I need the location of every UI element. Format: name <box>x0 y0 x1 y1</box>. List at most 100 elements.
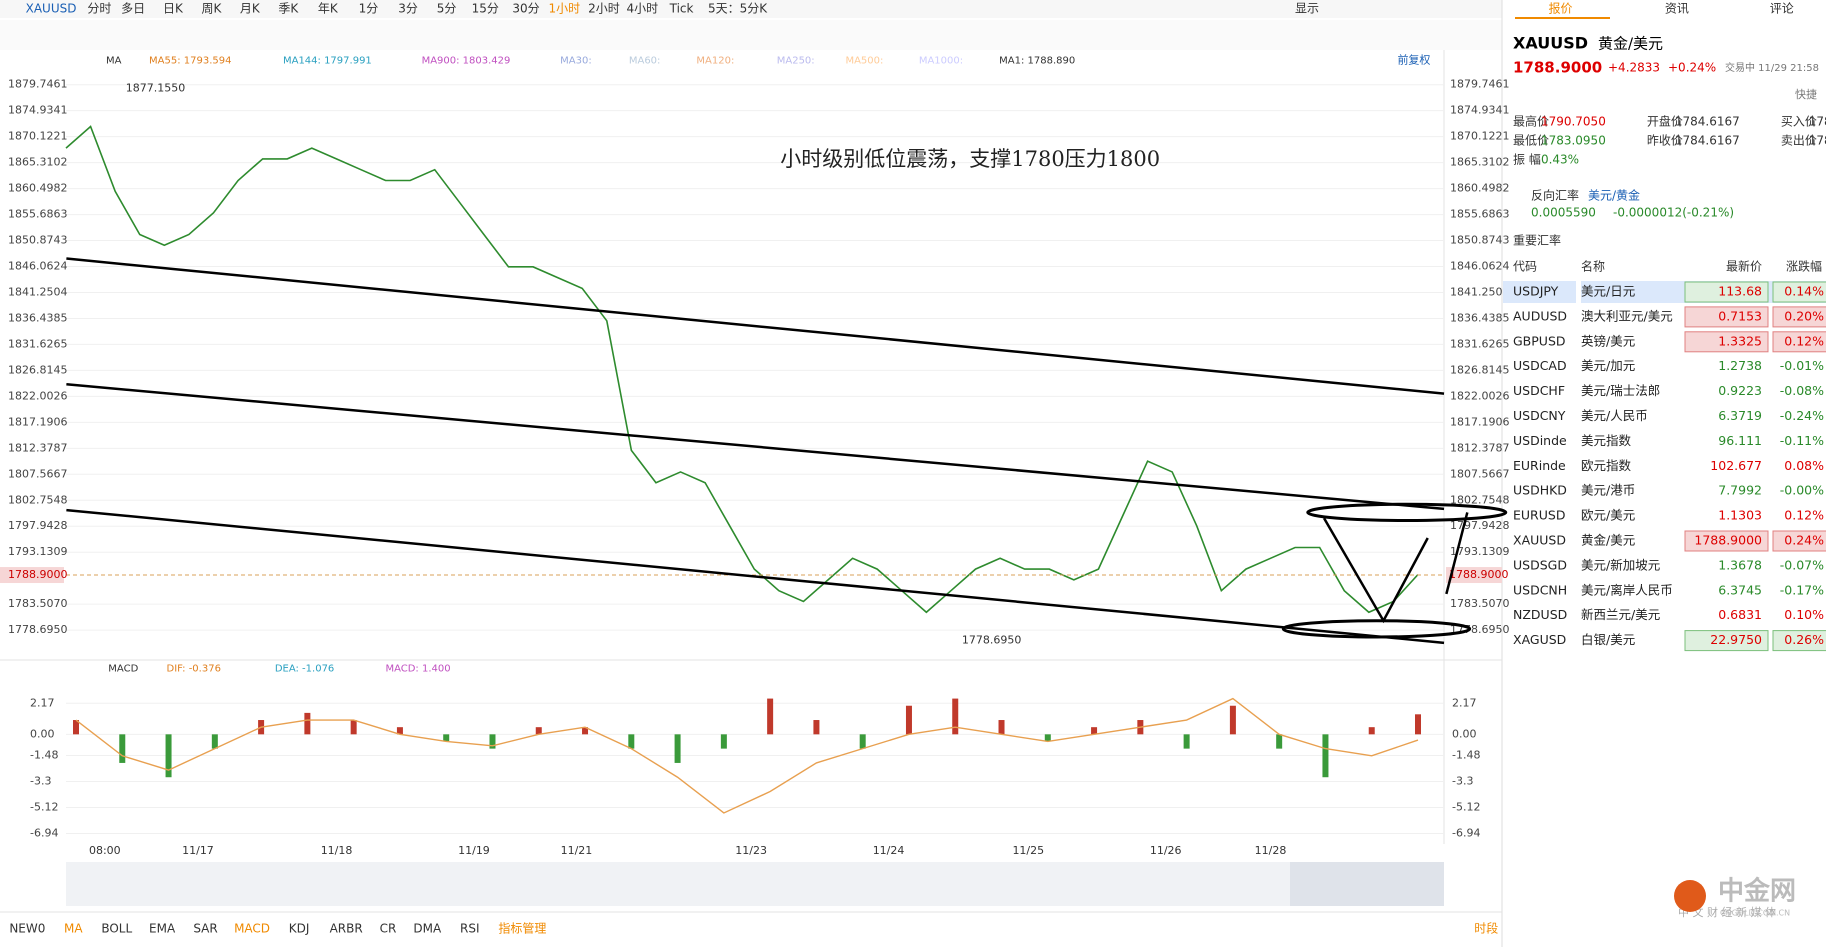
rates-cell[interactable]: 美元/新加坡元 <box>1581 557 1660 572</box>
rates-cell[interactable]: 0.14% <box>1784 284 1824 299</box>
timeframe-tab[interactable]: 日K <box>163 2 184 16</box>
timeframe-tab[interactable]: XAUUSD <box>26 2 77 16</box>
adjust-button[interactable]: 前复权 <box>1397 53 1430 67</box>
rates-cell[interactable]: 0.20% <box>1784 308 1824 323</box>
timeframe-tab[interactable]: Tick <box>669 2 694 16</box>
rates-cell[interactable]: 102.677 <box>1710 458 1762 473</box>
timeframe-tab[interactable]: 5分 <box>437 2 457 16</box>
indicator-tab[interactable]: SAR <box>193 922 217 936</box>
indicator-tab[interactable]: EMA <box>149 922 176 936</box>
rates-cell[interactable]: EURinde <box>1513 458 1566 473</box>
rates-cell[interactable]: 1.1303 <box>1718 508 1762 523</box>
rates-cell[interactable]: 美元/离岸人民币 <box>1581 582 1673 597</box>
rates-cell[interactable]: 美元/瑞士法郎 <box>1581 383 1660 398</box>
timeframe-tab[interactable]: 月K <box>240 2 261 16</box>
timeframe-tab[interactable]: 3分 <box>398 2 418 16</box>
indicator-tab[interactable]: 指标管理 <box>498 921 546 936</box>
display-button[interactable]: 显示 <box>1295 2 1319 16</box>
rates-cell[interactable]: USDinde <box>1513 433 1567 448</box>
indicator-tab[interactable]: MA <box>64 922 83 936</box>
timeframe-tab[interactable]: 季K <box>278 2 299 16</box>
toolbar-bg <box>0 0 1502 18</box>
timeframe-tab[interactable]: 1分 <box>359 2 379 16</box>
rates-cell[interactable]: 22.9750 <box>1710 632 1762 647</box>
timeframe-tab[interactable]: 分时 <box>87 2 111 16</box>
indicator-tab[interactable]: NEW0 <box>9 922 45 936</box>
rates-cell[interactable]: 美元/加元 <box>1581 358 1635 373</box>
indicator-tab[interactable]: KDJ <box>289 922 310 936</box>
rates-cell[interactable]: 美元/人民币 <box>1581 408 1648 423</box>
rates-cell[interactable]: 1788.9000 <box>1694 533 1762 548</box>
panel-tab[interactable]: 评论 <box>1770 2 1794 16</box>
rates-cell[interactable]: -0.17% <box>1780 582 1824 597</box>
rates-cell[interactable]: -0.00% <box>1780 483 1824 498</box>
rates-cell[interactable]: 0.24% <box>1784 533 1824 548</box>
rates-cell[interactable]: USDSGD <box>1513 557 1567 572</box>
timeframe-tab[interactable]: 5天：5分K <box>708 2 768 16</box>
indicator-tab[interactable]: DMA <box>413 922 442 936</box>
rates-cell[interactable]: 澳大利亚元/美元 <box>1581 308 1673 323</box>
timeframe-tab[interactable]: 30分 <box>512 2 539 16</box>
rates-cell[interactable]: USDCNY <box>1513 408 1566 423</box>
rates-cell[interactable]: 0.12% <box>1784 333 1824 348</box>
rates-cell[interactable]: XAGUSD <box>1513 632 1566 647</box>
session-button[interactable]: 时段 <box>1474 921 1498 936</box>
rates-cell[interactable]: 0.10% <box>1784 607 1824 622</box>
indicator-tab[interactable]: CR <box>380 922 397 936</box>
scrollbar[interactable] <box>66 862 1444 906</box>
scroll-thumb[interactable] <box>1290 862 1444 906</box>
rates-cell[interactable]: USDCAD <box>1513 358 1567 373</box>
rates-cell[interactable]: EURUSD <box>1513 508 1565 523</box>
rates-cell[interactable]: 新西兰元/美元 <box>1581 607 1660 622</box>
rates-cell[interactable]: -0.08% <box>1780 383 1824 398</box>
indicator-tab[interactable]: BOLL <box>101 922 132 936</box>
rates-cell[interactable]: 7.7992 <box>1718 483 1762 498</box>
rates-cell[interactable]: 美元/港币 <box>1581 483 1635 498</box>
rates-cell[interactable]: NZDUSD <box>1513 607 1567 622</box>
panel-tab[interactable]: 报价 <box>1548 1 1572 16</box>
indicator-tab[interactable]: MACD <box>234 922 270 936</box>
rates-cell[interactable]: -0.01% <box>1780 358 1824 373</box>
rates-cell[interactable]: 0.08% <box>1784 458 1824 473</box>
quick-button[interactable]: 快捷 <box>1795 87 1817 101</box>
rates-cell[interactable]: -0.11% <box>1780 433 1824 448</box>
rates-cell[interactable]: 0.12% <box>1784 508 1824 523</box>
rates-cell[interactable]: 英镑/美元 <box>1581 333 1635 348</box>
timeframe-tab[interactable]: 周K <box>201 2 222 16</box>
rates-cell[interactable]: 0.6831 <box>1718 607 1762 622</box>
rates-cell[interactable]: 欧元/美元 <box>1581 508 1635 523</box>
timeframe-tab[interactable]: 2小时 <box>588 2 620 16</box>
timeframe-tab[interactable]: 1小时 <box>548 2 580 16</box>
rates-cell[interactable]: 6.3745 <box>1718 582 1762 597</box>
rates-cell[interactable]: -0.07% <box>1780 557 1824 572</box>
rates-cell[interactable]: USDCHF <box>1513 383 1565 398</box>
panel-tab[interactable]: 资讯 <box>1665 2 1689 16</box>
rates-cell[interactable]: 6.3719 <box>1718 408 1762 423</box>
rates-cell[interactable]: 1.3678 <box>1718 557 1762 572</box>
rates-cell[interactable]: USDHKD <box>1513 483 1567 498</box>
rates-cell[interactable]: AUDUSD <box>1513 308 1567 323</box>
rates-cell[interactable]: 白银/美元 <box>1581 632 1635 647</box>
rates-cell[interactable]: XAUUSD <box>1513 533 1566 548</box>
indicator-tab[interactable]: ARBR <box>330 922 363 936</box>
timeframe-tab[interactable]: 多日 <box>121 2 145 16</box>
timeframe-tab[interactable]: 15分 <box>472 2 499 16</box>
rates-cell[interactable]: 113.68 <box>1718 284 1762 299</box>
timeframe-tab[interactable]: 年K <box>318 2 339 16</box>
rates-cell[interactable]: 0.7153 <box>1718 308 1762 323</box>
rates-cell[interactable]: 0.26% <box>1784 632 1824 647</box>
rates-cell[interactable]: 96.111 <box>1718 433 1762 448</box>
rates-cell[interactable]: USDCNH <box>1513 582 1567 597</box>
rates-cell[interactable]: 1.3325 <box>1718 333 1762 348</box>
timeframe-tab[interactable]: 4小时 <box>627 2 659 16</box>
rates-cell[interactable]: 1.2738 <box>1718 358 1762 373</box>
rates-cell[interactable]: 欧元指数 <box>1581 458 1632 473</box>
indicator-tab[interactable]: RSI <box>460 922 480 936</box>
rates-cell[interactable]: USDJPY <box>1513 284 1559 299</box>
rates-cell[interactable]: 美元指数 <box>1581 433 1632 448</box>
rates-cell[interactable]: -0.24% <box>1780 408 1824 423</box>
rates-cell[interactable]: GBPUSD <box>1513 333 1566 348</box>
rates-cell[interactable]: 0.9223 <box>1718 383 1762 398</box>
rates-cell[interactable]: 美元/日元 <box>1581 284 1635 299</box>
rates-cell[interactable]: 黄金/美元 <box>1581 533 1635 548</box>
